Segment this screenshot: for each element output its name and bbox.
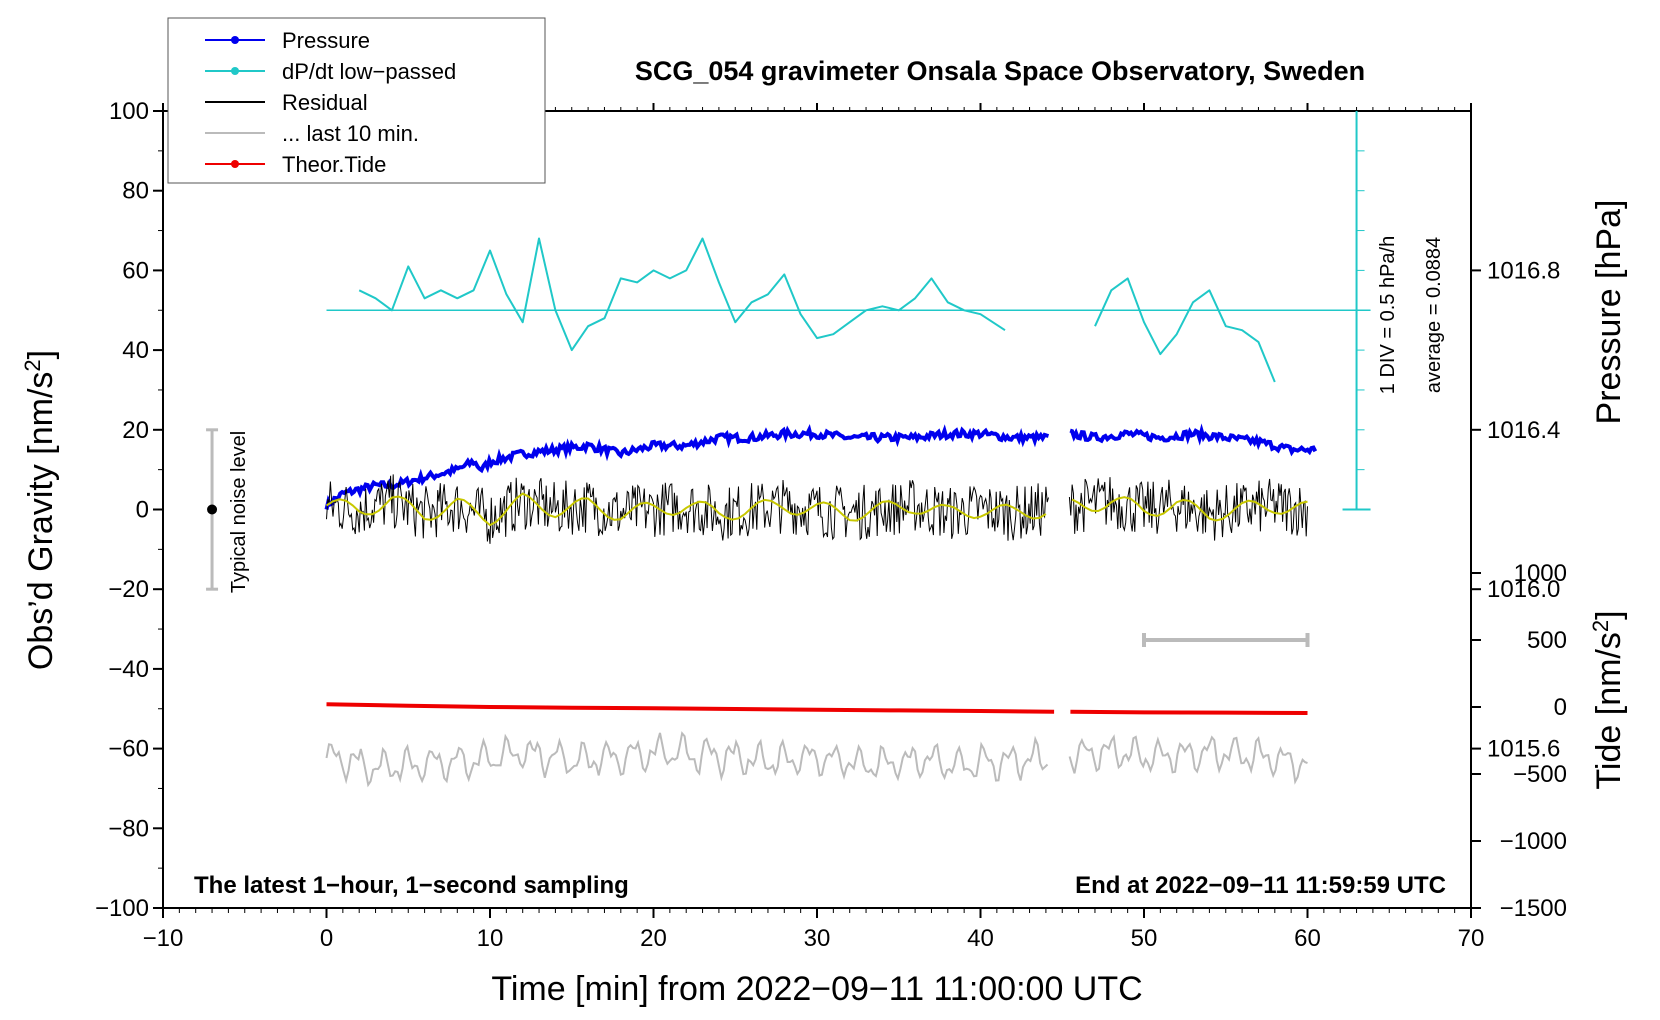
tide-tick-label: −1000 xyxy=(1500,828,1567,855)
x-tick-label: −10 xyxy=(143,925,184,952)
y-tick-label: −100 xyxy=(95,895,149,922)
x-tick-label: 30 xyxy=(804,925,831,952)
annotation-end-time: End at 2022−09−11 11:59:59 UTC xyxy=(1075,872,1446,899)
legend: Pressure dP/dt low−passed Residual ... last… xyxy=(167,17,546,184)
x-tick-label: 10 xyxy=(477,925,504,952)
series-pressure xyxy=(324,423,1318,510)
scale-div-label: 1 DIV = 0.5 hPa/h xyxy=(1377,236,1399,394)
noise-bar-center xyxy=(207,504,218,515)
y-tick-label: −40 xyxy=(108,656,149,683)
tide-tick-label: 0 xyxy=(1554,694,1567,721)
noise-level-label: Typical noise level xyxy=(228,431,250,593)
y-tick-label: 80 xyxy=(122,178,149,205)
pressure-tick-label: 1016.4 xyxy=(1487,417,1560,444)
noise-level-bar xyxy=(206,428,219,591)
legend-box xyxy=(167,17,546,184)
y-axis-label-pressure: Pressure [hPa] xyxy=(1590,200,1628,425)
annotation-sampling: The latest 1−hour, 1−second sampling xyxy=(194,872,629,899)
legend-marker xyxy=(231,160,239,168)
y-tick-label: 40 xyxy=(122,337,149,364)
y-tick-label: 100 xyxy=(109,98,149,125)
y-tick-label: 20 xyxy=(122,417,149,444)
x-tick-label: 20 xyxy=(640,925,667,952)
series-theor-tide xyxy=(326,702,1308,715)
y-tick-label: 0 xyxy=(136,497,149,524)
legend-label: Pressure xyxy=(282,28,370,53)
plot-frame xyxy=(162,110,1472,909)
y-axis-label-gravity: Obs’d Gravity [nm/s2] xyxy=(20,350,60,670)
x-tick-label: 0 xyxy=(320,925,333,952)
x-tick-label: 70 xyxy=(1458,925,1485,952)
tide-tick-label: −500 xyxy=(1513,761,1567,788)
scale-average-label: average = 0.0884 xyxy=(1423,237,1445,393)
x-tick-label: 60 xyxy=(1294,925,1321,952)
y-tick-label: −20 xyxy=(108,576,149,603)
dpdt-scale-bar xyxy=(326,111,1371,511)
x-tick-label: 40 xyxy=(967,925,994,952)
x-tick-label: 50 xyxy=(1131,925,1158,952)
pressure-tick-label: 1016.8 xyxy=(1487,257,1560,284)
series-last-10-min xyxy=(325,731,1308,788)
legend-label: Theor.Tide xyxy=(282,152,386,177)
series-residual xyxy=(326,474,1308,544)
series-dpdt xyxy=(358,237,1276,383)
legend-label: ... last 10 min. xyxy=(282,121,419,146)
series-group xyxy=(324,237,1318,788)
legend-label: Residual xyxy=(282,90,368,115)
pressure-tick-label: 1015.6 xyxy=(1487,736,1560,763)
series-residual-smoothed xyxy=(325,492,1308,527)
pressure-axis-ticks: 1016.8 1016.4 1016.0 1015.6 xyxy=(1471,257,1560,763)
x-axis-label: Time [min] from 2022−09−11 11:00:00 UTC xyxy=(491,970,1142,1008)
legend-marker xyxy=(231,67,239,75)
y-axis-ticks: 100 80 60 40 20 0 −20 −40 −60 −80 −100 xyxy=(95,98,163,922)
tide-axis-ticks: 1000 500 0 −500 −1000 −1500 xyxy=(1471,560,1567,922)
y-axis-label-tide: Tide [nm/s2] xyxy=(1588,610,1628,789)
tide-tick-label: −1500 xyxy=(1500,895,1567,922)
legend-label: dP/dt low−passed xyxy=(282,59,456,84)
tide-tick-label: 500 xyxy=(1527,627,1567,654)
y-tick-label: −80 xyxy=(108,815,149,842)
pressure-tick-label: 1016.0 xyxy=(1487,576,1560,603)
y-tick-label: 60 xyxy=(122,257,149,284)
legend-marker xyxy=(231,36,239,44)
tide-tick-label: 1000 xyxy=(1514,560,1567,587)
x-axis-ticks: −10 0 10 20 30 40 50 60 70 xyxy=(143,103,1485,952)
y-tick-label: −60 xyxy=(108,736,149,763)
last-10-min-window-bar xyxy=(1142,633,1310,647)
chart-title: SCG_054 gravimeter Onsala Space Observat… xyxy=(635,56,1365,86)
